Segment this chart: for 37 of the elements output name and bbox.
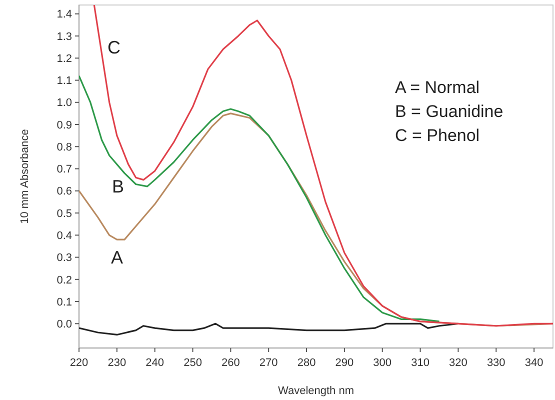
line-series: [93, 5, 553, 327]
y-tick-label: 0.1: [56, 296, 72, 308]
x-tick-label: 310: [411, 357, 430, 369]
x-tick-label: 280: [297, 357, 316, 369]
y-tick-label: 1.1: [56, 75, 72, 88]
x-tick-label: 320: [449, 357, 468, 369]
x-tick-label: 290: [335, 357, 354, 369]
y-tick-label: 1.0: [56, 97, 72, 110]
y-tick-label: 1.3: [56, 30, 72, 43]
x-tick-label: 300: [373, 357, 392, 369]
x-tick-label: 330: [486, 357, 506, 369]
x-axis-title: Wavelength nm: [278, 385, 354, 397]
x-tick-label: 270: [259, 357, 278, 369]
x-tick-label: 250: [184, 357, 202, 369]
x-tick-label: 240: [146, 357, 164, 369]
series-label: B: [112, 176, 124, 196]
y-axis-title: 10 mm Absorbance: [19, 129, 31, 224]
x-tick-label: 340: [524, 357, 544, 369]
y-tick-label: 0.8: [56, 141, 72, 154]
y-tick-label: 1.4: [56, 8, 72, 21]
y-tick-label: 0.4: [56, 230, 72, 242]
x-tick-label: 230: [108, 357, 126, 369]
annotation: B = Guanidine: [395, 102, 504, 121]
series-label: C: [108, 37, 120, 58]
y-tick-label: 0.3: [56, 252, 72, 264]
y-tick-label: 0.5: [56, 208, 72, 220]
y-tick-label: 0.9: [56, 119, 72, 132]
x-tick-label: 260: [222, 357, 240, 369]
annotation: A = Normal: [395, 78, 480, 97]
annotation: C = Phenol: [395, 126, 480, 145]
series-label: A: [110, 247, 124, 268]
y-tick-label: 0.7: [56, 164, 72, 176]
y-tick-label: 1.2: [56, 52, 72, 65]
y-tick-label: 0.2: [56, 274, 72, 286]
y-tick-label: 0.0: [56, 318, 72, 331]
y-tick-label: 0.6: [56, 186, 72, 198]
x-tick-label: 220: [70, 357, 88, 369]
